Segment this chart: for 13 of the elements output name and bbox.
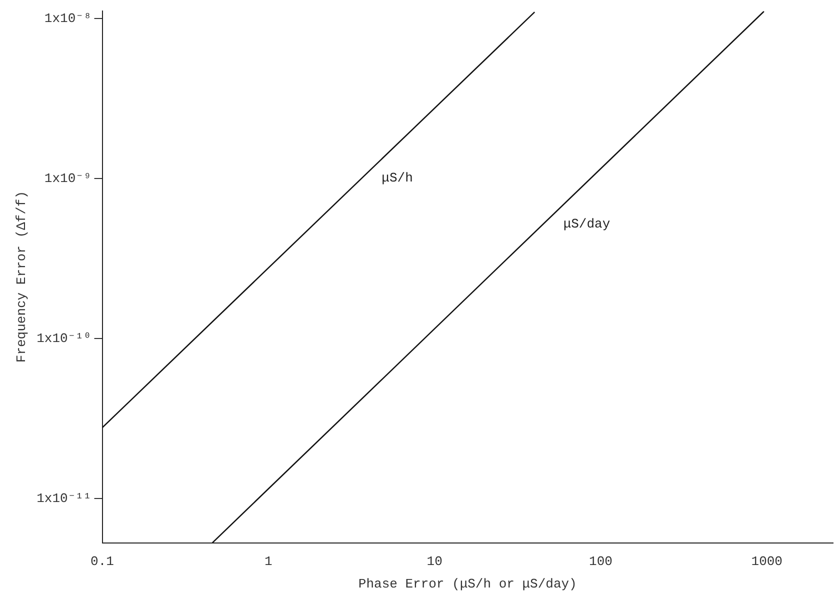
x-tick-label: 1: [264, 554, 273, 570]
x-tick-label: 100: [589, 554, 612, 570]
y-tick-label: 1x10⁻¹⁰: [36, 331, 92, 346]
y-tick-label: 1x10⁻¹¹: [36, 491, 92, 506]
y-tick-label: 1x10⁻⁹: [44, 171, 92, 186]
x-axis-title: Phase Error (μS/h or μS/day): [358, 576, 577, 592]
y-axis-title: Frequency Error (Δf/f): [14, 190, 30, 363]
x-tick-label: 0.1: [90, 554, 114, 570]
y-tick-label: 1x10⁻⁸: [44, 11, 92, 26]
x-tick-label: 1000: [751, 554, 782, 570]
x-tick-label: 10: [426, 554, 442, 570]
series-label: μS/h: [382, 170, 413, 186]
series-label: μS/day: [563, 216, 610, 232]
